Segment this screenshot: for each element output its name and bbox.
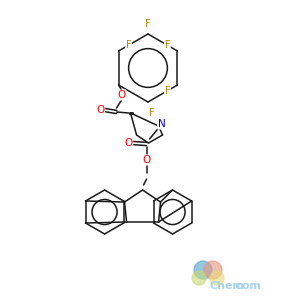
Text: O: O (117, 90, 126, 100)
Circle shape (210, 271, 224, 285)
Text: F: F (165, 86, 170, 96)
Text: O: O (96, 105, 105, 115)
Text: O: O (142, 155, 151, 165)
Circle shape (192, 271, 206, 285)
Text: .com: .com (232, 281, 262, 291)
Text: O: O (124, 138, 133, 148)
Text: Chem: Chem (209, 281, 244, 291)
Text: F: F (126, 40, 131, 50)
Text: F: F (149, 108, 155, 118)
Text: F: F (145, 19, 151, 29)
Text: F: F (165, 40, 170, 50)
Text: N: N (158, 119, 165, 129)
Circle shape (194, 261, 212, 279)
Circle shape (204, 261, 222, 279)
